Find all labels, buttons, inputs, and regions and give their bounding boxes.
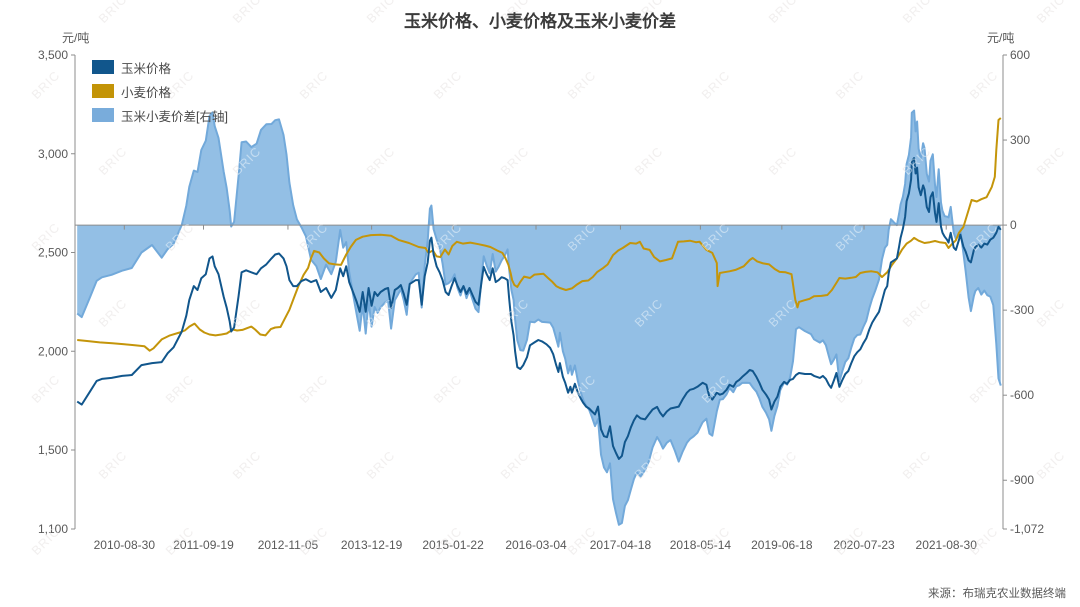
x-tick-label: 2018-05-14 — [670, 538, 732, 552]
legend-label: 小麦价格 — [121, 85, 172, 100]
chart-title: 玉米价格、小麦价格及玉米小麦价差 — [404, 12, 676, 31]
spread-area — [77, 110, 1001, 525]
left-tick-label: 1,500 — [38, 443, 68, 457]
x-tick-label: 2011-09-19 — [173, 538, 234, 552]
x-tick-label: 2016-03-04 — [505, 538, 567, 552]
left-tick-label: 1,100 — [38, 522, 68, 536]
right-tick-label: 600 — [1010, 48, 1030, 62]
left-tick-label: 2,500 — [38, 246, 68, 260]
legend-item-0: 玉米价格 — [92, 55, 228, 79]
corn-price-line — [76, 157, 1002, 460]
legend-item-1: 小麦价格 — [92, 79, 228, 103]
left-tick-label: 2,000 — [38, 344, 68, 358]
legend-swatch-icon — [92, 108, 114, 122]
x-tick-label: 2019-06-18 — [751, 538, 813, 552]
right-tick-label: -1,072 — [1010, 522, 1044, 536]
right-axis-unit-label: 元/吨 — [987, 31, 1015, 45]
x-tick-label: 2021-08-30 — [916, 538, 978, 552]
legend-swatch-icon — [92, 60, 114, 74]
left-tick-label: 3,000 — [38, 147, 68, 161]
legend-item-2: 玉米小麦价差[右轴] — [92, 103, 228, 127]
x-tick-label: 2020-07-23 — [833, 538, 895, 552]
left-axis-unit-label: 元/吨 — [62, 31, 90, 45]
spread-area-edge — [76, 109, 1002, 526]
wheat-price-line — [77, 117, 1002, 352]
right-tick-label: -600 — [1010, 388, 1034, 402]
right-tick-label: -900 — [1010, 473, 1034, 487]
x-tick-label: 2012-11-05 — [258, 538, 319, 552]
legend-swatch-icon — [92, 84, 114, 98]
right-tick-label: -300 — [1010, 303, 1034, 317]
right-tick-label: 0 — [1010, 218, 1017, 232]
x-tick-label: 2010-08-30 — [94, 538, 156, 552]
left-tick-label: 3,500 — [38, 48, 68, 62]
right-tick-label: 300 — [1010, 133, 1030, 147]
source-note: 来源：布瑞克农业数据终端 — [928, 588, 1066, 600]
legend-label: 玉米小麦价差[右轴] — [121, 109, 228, 124]
legend: 玉米价格小麦价格玉米小麦价差[右轴] — [92, 55, 228, 127]
x-tick-label: 2015-01-22 — [422, 538, 484, 552]
x-tick-label: 2017-04-18 — [590, 538, 652, 552]
legend-label: 玉米价格 — [121, 61, 172, 76]
x-tick-label: 2013-12-19 — [341, 538, 403, 552]
